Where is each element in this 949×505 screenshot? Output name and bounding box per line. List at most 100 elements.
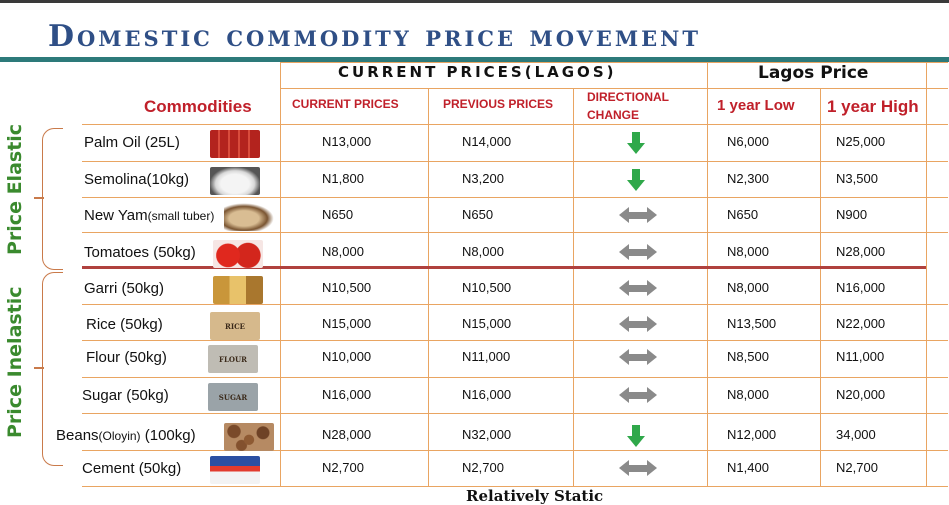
year-high-cell: N3,500 bbox=[836, 171, 878, 186]
commodity-name: Palm Oil (25L) bbox=[84, 134, 180, 151]
group-header-lagos-price: Lagos Price bbox=[758, 63, 869, 83]
commodity-name-suffix: (Oloyin) bbox=[98, 429, 141, 443]
thumb-label: RICE bbox=[225, 322, 245, 331]
yam-image bbox=[224, 203, 274, 231]
commodity-name-text: Semolina(10kg) bbox=[84, 171, 190, 188]
page-title: Domestic commodity price movement bbox=[48, 19, 701, 54]
grid-line-horizontal bbox=[82, 450, 948, 451]
year-high-cell: N20,000 bbox=[836, 387, 886, 402]
year-low-cell: N2,300 bbox=[727, 171, 769, 186]
commodity-name-text: New Yam bbox=[84, 207, 148, 224]
arrow-left-right-icon bbox=[619, 316, 657, 332]
commodity-name-suffix: (small tuber) bbox=[147, 209, 215, 223]
top-border bbox=[0, 0, 949, 3]
previous-price-cell: N8,000 bbox=[462, 244, 504, 259]
year-low-cell: N12,000 bbox=[727, 427, 777, 442]
brace-elastic-tip bbox=[34, 197, 44, 199]
year-high-cell: N900 bbox=[836, 207, 868, 222]
year-low-cell: N13,500 bbox=[727, 316, 777, 331]
arrow-bar bbox=[628, 392, 648, 399]
year-high-cell: N28,000 bbox=[836, 244, 886, 259]
year-low-cell: N8,000 bbox=[727, 244, 769, 259]
arrow-left-right-icon bbox=[619, 244, 657, 260]
grid-line-horizontal bbox=[280, 88, 948, 89]
year-high-cell: N22,000 bbox=[836, 316, 886, 331]
commodity-name-text: Flour (50kg) bbox=[86, 349, 167, 366]
beans-image bbox=[224, 423, 274, 451]
current-price-cell: N8,000 bbox=[322, 244, 364, 259]
arrow-left-head bbox=[619, 349, 629, 365]
grid-line-horizontal bbox=[82, 486, 948, 487]
arrow-bar bbox=[628, 212, 648, 219]
current-price-cell: N10,000 bbox=[322, 349, 372, 364]
arrow-left-head bbox=[619, 244, 629, 260]
arrow-right-head bbox=[647, 280, 657, 296]
column-header-1yr-low: 1 year Low bbox=[717, 97, 795, 114]
thumb-label: SUGAR bbox=[218, 393, 248, 402]
previous-price-cell: N11,000 bbox=[462, 349, 511, 364]
arrow-bar bbox=[628, 285, 648, 292]
arrow-left-head bbox=[619, 387, 629, 403]
previous-price-cell: N3,200 bbox=[462, 171, 504, 186]
current-price-cell: N13,000 bbox=[322, 134, 372, 149]
thumb-label: FLOUR bbox=[219, 355, 247, 364]
previous-price-cell: N2,700 bbox=[462, 460, 504, 475]
commodity-name: Rice (50kg) bbox=[86, 316, 163, 333]
garri-image bbox=[213, 276, 263, 304]
side-label-inelastic: Price Inelastic bbox=[4, 286, 26, 438]
brace-inelastic bbox=[42, 272, 63, 466]
tomatoes-image bbox=[213, 240, 263, 268]
year-low-cell: N8,500 bbox=[727, 349, 769, 364]
footer-caption: Relatively Static bbox=[466, 487, 604, 505]
previous-price-cell: N650 bbox=[462, 207, 494, 222]
arrow-bar bbox=[628, 354, 648, 361]
arrow-left-right-icon bbox=[619, 280, 657, 296]
arrow-left-head bbox=[619, 460, 629, 476]
grid-line-horizontal bbox=[82, 197, 948, 198]
arrow-left-right-icon bbox=[619, 207, 657, 223]
previous-price-cell: N16,000 bbox=[462, 387, 512, 402]
previous-price-cell: N15,000 bbox=[462, 316, 512, 331]
year-low-cell: N650 bbox=[727, 207, 759, 222]
column-header-directional: DIRECTIONAL CHANGE bbox=[587, 90, 669, 122]
grid-line-vertical bbox=[926, 62, 927, 486]
arrow-head bbox=[627, 180, 645, 191]
commodity-name-text: Cement (50kg) bbox=[82, 460, 182, 477]
side-label-elastic: Price Elastic bbox=[4, 123, 26, 255]
year-high-cell: 34,000 bbox=[836, 427, 876, 442]
arrow-left-head bbox=[619, 207, 629, 223]
previous-price-cell: N10,500 bbox=[462, 280, 512, 295]
commodity-name-tail: (100kg) bbox=[140, 427, 196, 444]
arrow-left-head bbox=[619, 280, 629, 296]
sugar-sack-image: SUGAR bbox=[208, 383, 258, 411]
current-price-cell: N16,000 bbox=[322, 387, 372, 402]
arrow-stem bbox=[632, 425, 640, 437]
column-header-current: CURRENT PRICES bbox=[292, 97, 399, 111]
rice-sack-image: RICE bbox=[210, 312, 260, 340]
grid-line-horizontal bbox=[82, 340, 948, 341]
current-price-cell: N10,500 bbox=[322, 280, 372, 295]
title-underline bbox=[0, 57, 949, 62]
previous-price-cell: N32,000 bbox=[462, 427, 512, 442]
year-low-cell: N1,400 bbox=[727, 460, 769, 475]
column-header-commodities: Commodities bbox=[144, 97, 252, 116]
palm-oil-image bbox=[210, 130, 260, 158]
arrow-stem bbox=[632, 169, 640, 181]
year-low-cell: N6,000 bbox=[727, 134, 769, 149]
commodity-name-text: Palm Oil (25L) bbox=[84, 134, 180, 151]
current-price-cell: N1,800 bbox=[322, 171, 364, 186]
arrow-stem bbox=[632, 132, 640, 144]
commodity-name: Semolina(10kg) bbox=[84, 171, 189, 188]
current-price-cell: N650 bbox=[322, 207, 354, 222]
year-high-cell: N25,000 bbox=[836, 134, 886, 149]
arrow-left-right-icon bbox=[619, 460, 657, 476]
arrow-left-right-icon bbox=[619, 387, 657, 403]
arrow-head bbox=[627, 143, 645, 154]
column-header-1yr-high: 1 year High bbox=[827, 97, 919, 116]
grid-line-horizontal bbox=[82, 232, 948, 233]
cement-bag-image bbox=[210, 456, 260, 484]
year-low-cell: N8,000 bbox=[727, 280, 769, 295]
arrow-right-head bbox=[647, 316, 657, 332]
arrow-right-head bbox=[647, 387, 657, 403]
arrow-left-right-icon bbox=[619, 349, 657, 365]
